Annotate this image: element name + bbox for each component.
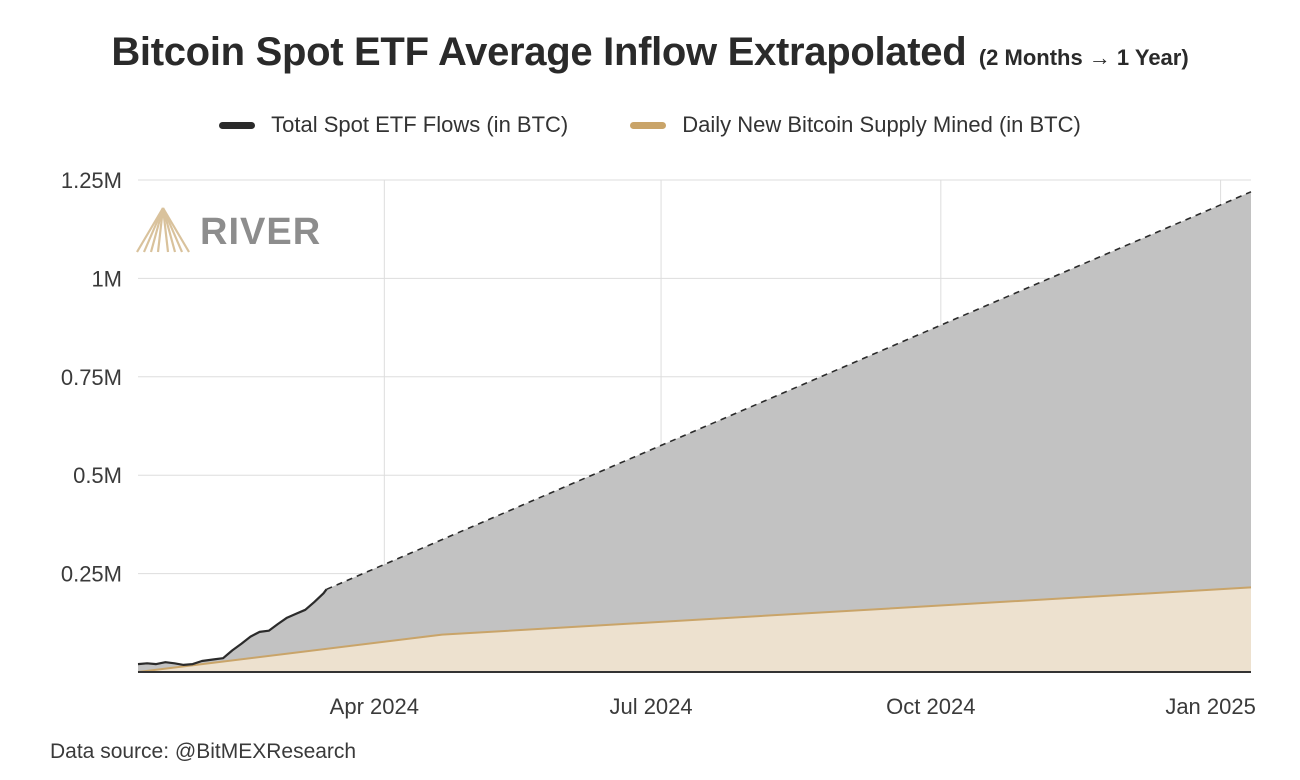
- chart-title-row: Bitcoin Spot ETF Average Inflow Extrapol…: [0, 30, 1300, 75]
- legend-swatch-etf-flows: [219, 121, 256, 129]
- legend-label-supply-mined: Daily New Bitcoin Supply Mined (in BTC): [682, 112, 1081, 137]
- supply-mined-area: [138, 587, 1251, 672]
- y-tick-label: 0.5M: [73, 463, 122, 488]
- legend-item-etf-flows: Total Spot ETF Flows (in BTC): [219, 112, 568, 138]
- supply-mined-line: [137, 586, 1252, 673]
- line-layer: [137, 191, 1252, 673]
- chart-title: Bitcoin Spot ETF Average Inflow Extrapol…: [111, 30, 967, 74]
- river-logo-icon: [136, 207, 190, 253]
- y-tick-label: 1.25M: [61, 168, 122, 193]
- legend-swatch-supply-mined: [630, 121, 667, 129]
- y-tick-label: 1M: [91, 266, 122, 291]
- y-tick-label: 0.25M: [61, 562, 122, 587]
- y-tick-label: 0.75M: [61, 365, 122, 390]
- data-source-note: Data source: @BitMEXResearch: [50, 740, 357, 763]
- axes: 0.25M 0.5M 0.75M 1M 1.25M Apr 2024 Jul 2024 Oct…: [61, 168, 1256, 719]
- river-logo: RIVER: [136, 207, 321, 253]
- x-tick-label: Oct 2024: [886, 694, 975, 719]
- x-tick-label: Apr 2024: [330, 694, 419, 719]
- etf-flows-line: [137, 588, 328, 667]
- river-logo-wordmark: RIVER: [200, 211, 321, 253]
- legend-label-etf-flows: Total Spot ETF Flows (in BTC): [271, 112, 569, 137]
- x-tick-label: Jan 2025: [1165, 694, 1256, 719]
- legend: Total Spot ETF Flows (in BTC) Daily New …: [0, 112, 1300, 138]
- chart-subtitle: (2 Months → 1 Year): [978, 45, 1189, 70]
- etf-flows-extrapolated-line: [326, 191, 1252, 591]
- legend-item-supply-mined: Daily New Bitcoin Supply Mined (in BTC): [630, 112, 1081, 138]
- x-tick-label: Jul 2024: [609, 694, 692, 719]
